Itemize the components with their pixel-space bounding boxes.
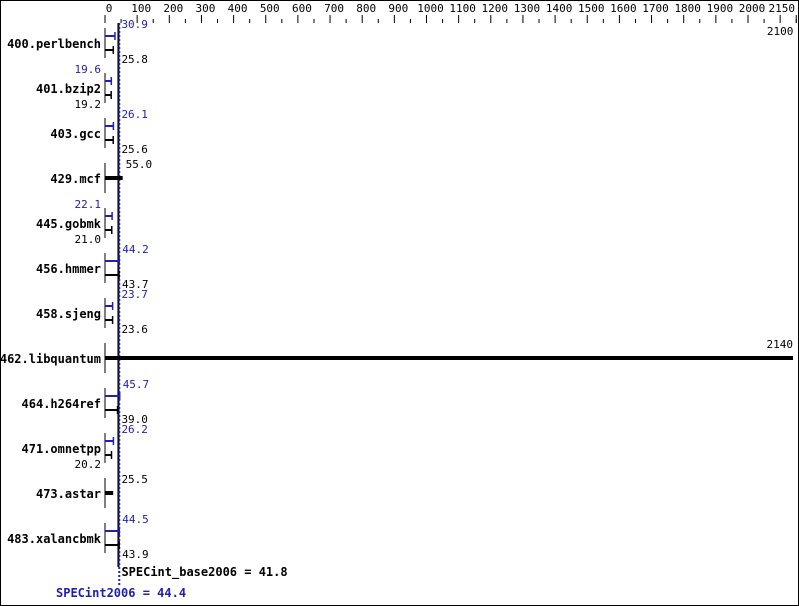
benchmark-label: 400.perlbench (7, 37, 101, 51)
x-tick-label: 100 (131, 2, 151, 15)
peak-value-label: 23.7 (121, 288, 147, 301)
benchmark-label: 456.hmmer (36, 262, 101, 276)
x-tick-label: 2000 (739, 2, 766, 15)
base-value-label: 39.0 (121, 413, 147, 426)
benchmark-label: 471.omnetpp (22, 442, 101, 456)
x-tick-label: 1000 (417, 2, 444, 15)
peak-value-label: 45.7 (123, 378, 150, 391)
base-value-label: 43.9 (122, 548, 149, 561)
peak-value-label: 19.6 (75, 63, 102, 76)
benchmark-label: 473.astar (36, 487, 101, 501)
x-tick-label: 800 (356, 2, 376, 15)
base-value-label: 25.8 (121, 53, 147, 66)
base-value-label: 25.5 (121, 473, 147, 486)
base-value-label: 55.0 (126, 158, 152, 171)
peak-value-label: 26.2 (121, 423, 147, 436)
benchmark-label: 445.gobmk (36, 217, 102, 231)
x-tick-label: 1100 (449, 2, 476, 15)
benchmark-label: 458.sjeng (36, 307, 101, 321)
benchmark-label: 403.gcc (50, 127, 101, 141)
base-value-label: 20.2 (75, 458, 102, 471)
x-tick-label: 200 (163, 2, 183, 15)
base-value-label: 2140 (767, 338, 794, 351)
x-tick-label: 1600 (610, 2, 637, 15)
benchmark-label: 429.mcf (50, 172, 101, 186)
base-summary-label: SPECint_base2006 = 41.8 (121, 565, 287, 580)
x-tick-label: 1500 (578, 2, 605, 15)
peak-value-label: 30.9 (121, 18, 147, 31)
x-tick-label: 1300 (514, 2, 541, 15)
x-tick-label: 400 (228, 2, 248, 15)
x-tick-label: 0 (106, 2, 113, 15)
peak-value-label: 44.5 (122, 513, 149, 526)
benchmark-label: 483.xalancbmk (7, 532, 102, 546)
base-value-label: 43.7 (122, 278, 149, 291)
x-tick-label: 1900 (707, 2, 734, 15)
x-tick-label: 500 (260, 2, 280, 15)
benchmark-label: 464.h264ref (22, 397, 101, 411)
base-value-label: 25.6 (121, 143, 147, 156)
benchmark-label: 401.bzip2 (36, 82, 101, 96)
x-tick-label: 1400 (546, 2, 573, 15)
x-tick-label: 1200 (482, 2, 509, 15)
peak-value-label: 26.1 (121, 108, 147, 121)
x-tick-label: 600 (292, 2, 312, 15)
x-tick-label: 700 (324, 2, 344, 15)
x-tick-label: 300 (196, 2, 216, 15)
base-value-label: 21.0 (75, 233, 102, 246)
x-tick-label: 1700 (642, 2, 669, 15)
x-tick-label: 900 (388, 2, 408, 15)
base-value-label: 23.6 (121, 323, 147, 336)
peak-summary-label: SPECint2006 = 44.4 (56, 586, 186, 600)
base-value-label: 19.2 (75, 98, 102, 111)
benchmark-label: 462.libquantum (1, 352, 101, 366)
x-tick-label: 1800 (674, 2, 701, 15)
peak-value-label: 44.2 (122, 243, 149, 256)
peak-value-label: 22.1 (75, 198, 102, 211)
x-tick-label: 2100 (767, 25, 794, 38)
x-tick-label: 2150 (769, 2, 796, 15)
